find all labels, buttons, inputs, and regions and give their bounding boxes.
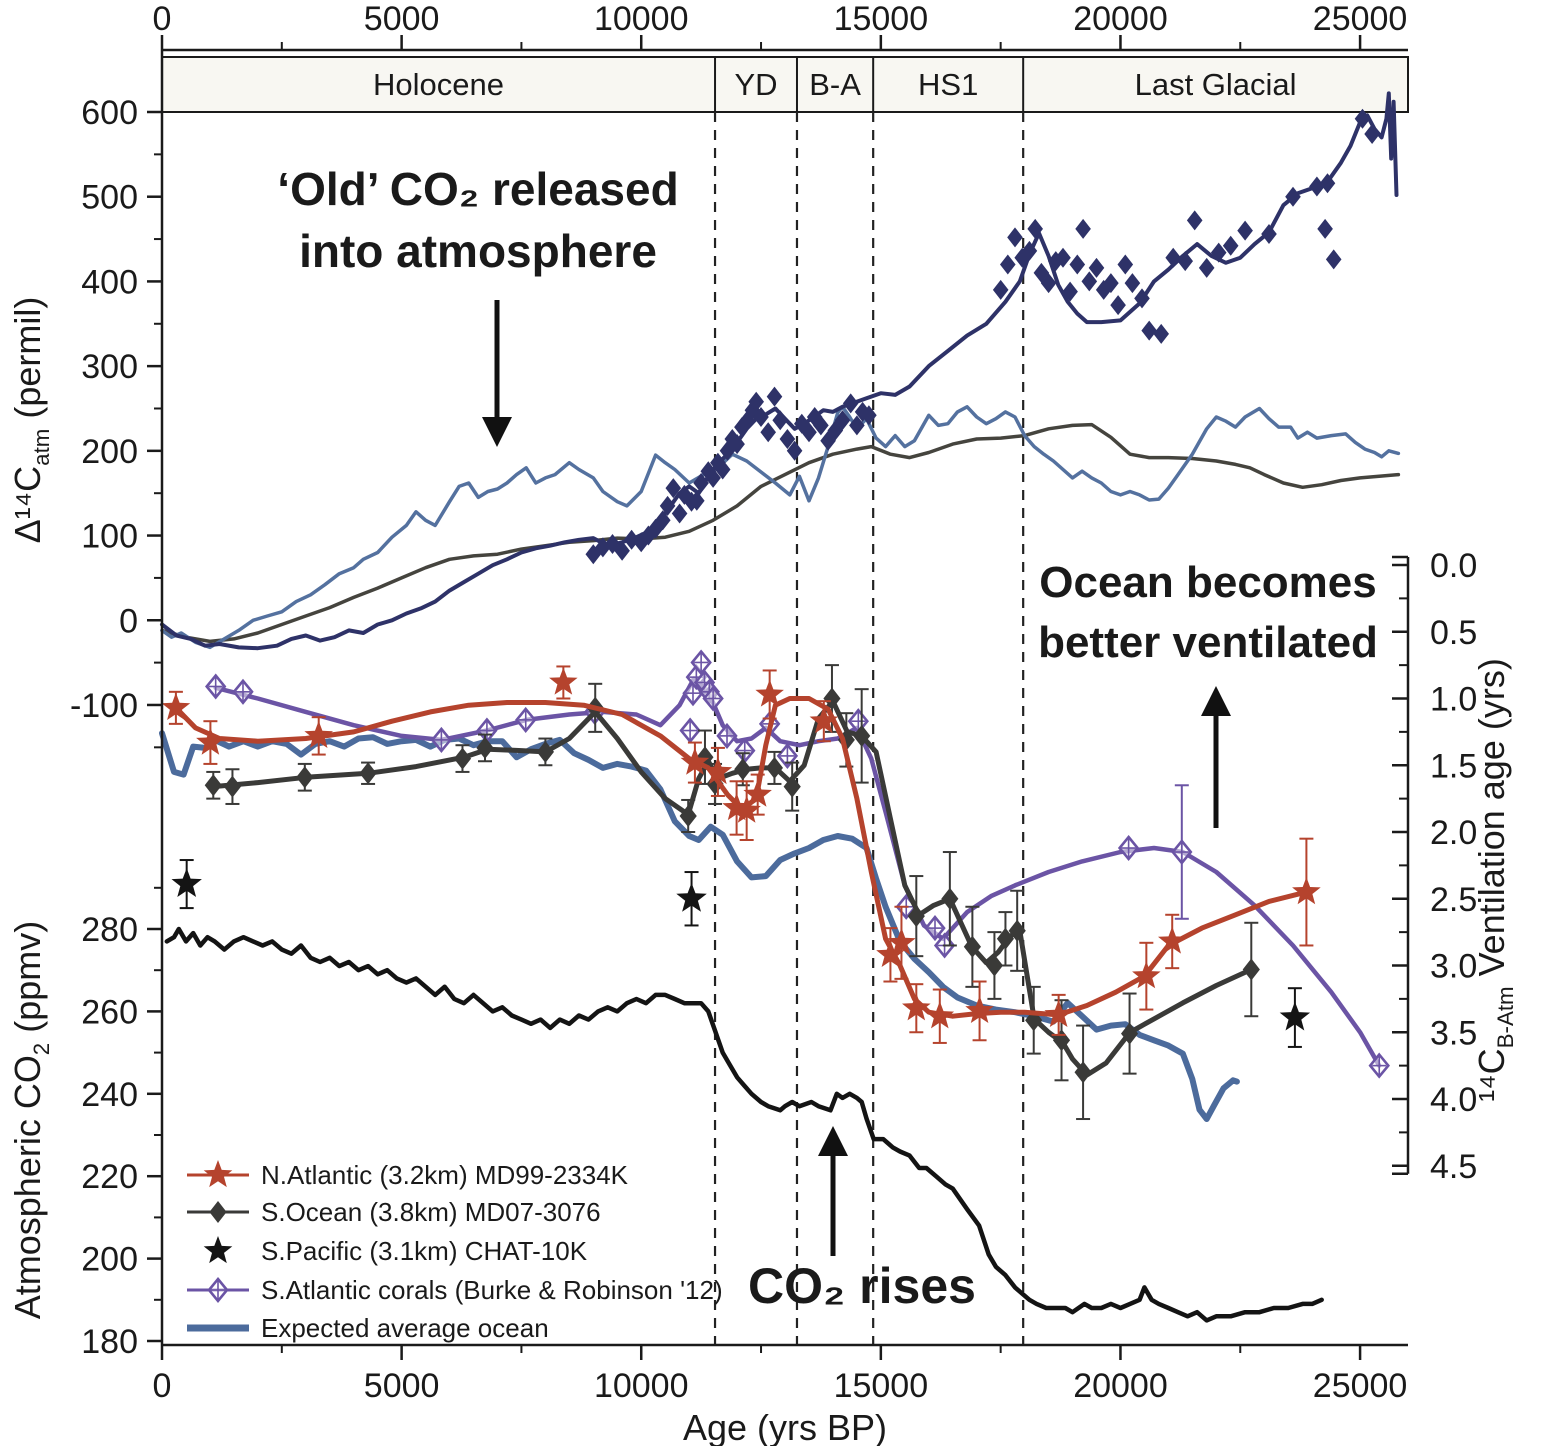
svg-text:400: 400	[81, 263, 138, 301]
svg-text:25000: 25000	[1313, 0, 1408, 38]
legend-item-2: S.Pacific (3.1km) CHAT-10K	[203, 1236, 588, 1266]
svg-text:‘Old’ CO₂ released: ‘Old’ CO₂ released	[277, 163, 678, 215]
svg-text:260: 260	[81, 993, 138, 1031]
atmosphere-d14c-points	[585, 108, 1380, 565]
y-co2-axis: 280 260 240 220 200 180	[81, 886, 162, 1361]
svg-text:0: 0	[153, 0, 172, 38]
ventilation-series	[159, 649, 1390, 1122]
svg-text:15000: 15000	[834, 0, 929, 38]
legend-label-4: Expected average ocean	[261, 1313, 549, 1343]
legend-label-0: N.Atlantic (3.2km) MD99-2334K	[261, 1160, 629, 1190]
y-axis-title-co2: Atmospheric CO2 (ppmv)	[7, 921, 54, 1320]
atmosphere-series	[160, 91, 1401, 651]
svg-text:200: 200	[81, 1241, 138, 1279]
svg-text:4.5: 4.5	[1430, 1148, 1477, 1186]
svg-text:0: 0	[119, 602, 138, 640]
legend-item-0: N.Atlantic (3.2km) MD99-2334K	[187, 1160, 629, 1190]
legend-item-3: S.Atlantic corals (Burke & Robinson '12)	[187, 1275, 723, 1305]
svg-text:10000: 10000	[594, 1367, 689, 1405]
annotation-ocean-ventilated: Ocean becomes better ventilated	[1038, 558, 1378, 828]
band-label-holocene: Holocene	[373, 67, 504, 102]
series-expected-average-ocean	[159, 730, 1240, 1122]
svg-text:220: 220	[81, 1158, 138, 1196]
band-label-b-a: B-A	[809, 67, 861, 102]
series-natlantic	[161, 665, 1321, 1044]
svg-text:0.0: 0.0	[1430, 547, 1477, 585]
svg-text:better ventilated: better ventilated	[1038, 618, 1378, 667]
svg-text:500: 500	[81, 179, 138, 217]
svg-text:280: 280	[81, 911, 138, 949]
svg-text:5000: 5000	[364, 1367, 440, 1405]
svg-text:3.0: 3.0	[1430, 948, 1477, 986]
svg-text:1.5: 1.5	[1430, 747, 1477, 785]
svg-text:300: 300	[81, 348, 138, 386]
svg-text:1.0: 1.0	[1430, 681, 1477, 719]
svg-text:-100: -100	[70, 687, 138, 725]
svg-text:100: 100	[81, 518, 138, 556]
legend-item-4: Expected average ocean	[187, 1313, 549, 1343]
y-d14c-axis: 600 500 400 300 200 100 0 -100	[70, 94, 162, 749]
legend-label-3: S.Atlantic corals (Burke & Robinson '12)	[261, 1275, 723, 1305]
series-spacific	[171, 859, 1311, 1048]
svg-text:5000: 5000	[364, 0, 440, 38]
svg-text:CO₂ rises: CO₂ rises	[748, 1258, 976, 1314]
annotation-co2-rises: CO₂ rises	[748, 1126, 976, 1314]
legend-item-1: S.Ocean (3.8km) MD07-3076	[187, 1197, 601, 1227]
svg-text:600: 600	[81, 94, 138, 132]
y-axis-title-ventilation: ¹⁴CB-Atm Ventilation age (yrs)	[1471, 658, 1518, 1102]
legend-label-2: S.Pacific (3.1km) CHAT-10K	[261, 1236, 588, 1266]
svg-text:3.5: 3.5	[1430, 1014, 1477, 1052]
x-axis-title: Age (yrs BP)	[683, 1407, 887, 1446]
svg-text:200: 200	[81, 433, 138, 471]
period-band-strip: Holocene YD B-A HS1 Last Glacial	[161, 56, 1409, 113]
svg-text:180: 180	[81, 1323, 138, 1361]
legend-label-1: S.Ocean (3.8km) MD07-3076	[261, 1197, 601, 1227]
x-bottom-axis: 0 5000 10000 15000 20000 25000 Age (yrs BP)	[153, 1345, 1408, 1446]
svg-text:4.0: 4.0	[1430, 1081, 1477, 1119]
y-axis-title-d14c: Δ¹⁴Catm (permil)	[7, 297, 54, 544]
svg-text:240: 240	[81, 1076, 138, 1114]
legend: N.Atlantic (3.2km) MD99-2334K S.Ocean (3.…	[187, 1160, 723, 1343]
band-label-yd: YD	[734, 67, 777, 102]
svg-text:0: 0	[153, 1367, 172, 1405]
svg-text:0.5: 0.5	[1430, 614, 1477, 652]
y-ventilation-axis: 0.0 0.5 1.0 1.5 2.0 2.5 3.0 3.5 4.0 4.5	[1392, 547, 1477, 1186]
svg-text:2.5: 2.5	[1430, 881, 1477, 919]
svg-text:10000: 10000	[594, 0, 689, 38]
svg-text:2.0: 2.0	[1430, 814, 1477, 852]
svg-text:20000: 20000	[1073, 1367, 1168, 1405]
band-label-last-glacial: Last Glacial	[1135, 67, 1297, 102]
band-label-hs1: HS1	[918, 67, 978, 102]
x-top-axis: 0 5000 10000 15000 20000 25000	[153, 0, 1408, 50]
svg-text:25000: 25000	[1313, 1367, 1408, 1405]
svg-text:Ocean becomes: Ocean becomes	[1039, 558, 1377, 607]
annotation-old-co2: ‘Old’ CO₂ released into atmosphere	[277, 163, 679, 447]
svg-text:into atmosphere: into atmosphere	[299, 225, 657, 277]
co2-series	[164, 926, 1324, 1323]
svg-text:20000: 20000	[1073, 0, 1168, 38]
svg-text:15000: 15000	[834, 1367, 929, 1405]
